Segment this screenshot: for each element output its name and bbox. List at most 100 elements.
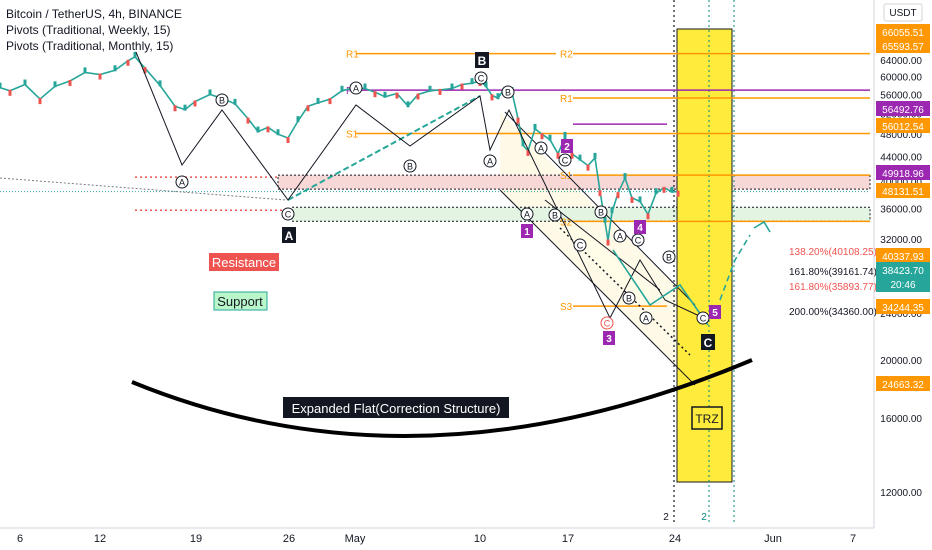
y-tick-label: 64000.00 — [880, 56, 922, 67]
inner-channel-line — [544, 199, 661, 291]
candle — [646, 213, 650, 220]
pivot-label: R1 — [346, 50, 359, 61]
candle — [316, 97, 320, 104]
price-tag-bg — [876, 165, 930, 180]
time-count-label: 2 — [701, 512, 707, 523]
candle — [233, 98, 237, 105]
candle — [662, 186, 666, 193]
candle — [38, 98, 42, 105]
x-tick-label: 12 — [94, 533, 106, 545]
wave-circle-label: C — [577, 241, 584, 251]
wave-letter: A — [285, 229, 294, 243]
y-tick-label: 20000.00 — [880, 356, 922, 367]
candle — [340, 85, 344, 92]
candle — [256, 126, 260, 133]
y-tick-label: 24000.00 — [880, 309, 922, 320]
wave-number: 2 — [564, 142, 570, 153]
wave-circle-label: C — [604, 319, 611, 329]
wave-circle-label: A — [538, 144, 544, 154]
wave-number: 4 — [637, 223, 643, 234]
wave-circle-label: B — [626, 294, 632, 304]
price-tag-countdown: 20:46 — [890, 280, 915, 291]
candle — [521, 140, 525, 147]
fib-level-label: 161.80%(39161.74) — [789, 267, 877, 278]
wave-circle-label: A — [524, 210, 530, 220]
wave-circle — [175, 175, 189, 189]
y-tick-label: 32000.00 — [880, 235, 922, 246]
wave-circle — [662, 250, 676, 264]
wave-circle-label: A — [179, 178, 185, 188]
fib-level-label: 161.80%(35893.77) — [789, 282, 877, 293]
candle — [490, 94, 494, 101]
candle — [654, 188, 658, 195]
candle — [53, 81, 57, 88]
wave-circle — [639, 311, 653, 325]
pivot-label: S3 — [560, 302, 573, 313]
pivot-label: R1 — [560, 94, 573, 105]
wave-circle — [474, 71, 488, 85]
y-tick-label: 40000.00 — [880, 177, 922, 188]
wave-circle-label: B — [666, 253, 672, 263]
y-tick-label: 16000.00 — [880, 414, 922, 425]
price-tag-bg — [876, 183, 930, 198]
candle — [570, 152, 574, 159]
candle — [540, 133, 544, 140]
wave-letter: B — [478, 54, 487, 68]
candle — [306, 105, 310, 112]
candle — [428, 85, 432, 92]
trend-dashed-line — [0, 177, 287, 201]
wave-circle — [622, 291, 636, 305]
wave-circle-label: C — [562, 156, 569, 166]
candle — [113, 65, 117, 72]
legend-monthly-pivots[interactable]: Pivots (Traditional, Monthly, 15) — [6, 39, 174, 53]
x-tick-label: 19 — [190, 533, 202, 545]
trz-label: TRZ — [695, 412, 718, 426]
wave-number: 3 — [606, 334, 612, 345]
candle — [556, 152, 560, 159]
wave-circle — [600, 316, 614, 330]
candle — [246, 117, 250, 124]
support-label: Support — [217, 294, 263, 309]
legend-weekly-pivots[interactable]: Pivots (Traditional, Weekly, 15) — [6, 23, 171, 37]
candle — [98, 73, 102, 80]
candle — [670, 186, 674, 193]
candle — [296, 116, 300, 123]
y-tick-label: 56000.00 — [880, 90, 922, 101]
chart-legend: Bitcoin / TetherUS, 4h, BINANCE Pivots (… — [6, 6, 182, 54]
wave-1-box — [521, 224, 533, 238]
wave-circle — [403, 159, 417, 173]
wave-circle — [613, 229, 627, 243]
price-tag-bg — [876, 262, 930, 292]
candle — [623, 173, 627, 180]
legend-symbol[interactable]: Bitcoin / TetherUS, 4h, BINANCE — [6, 7, 182, 21]
wave-circle — [281, 207, 295, 221]
candle — [606, 239, 610, 246]
y-tick-label: 48000.00 — [880, 130, 922, 141]
pivot-label: R2 — [560, 50, 573, 61]
support-label-bg — [213, 291, 268, 311]
price-tag: 65593.57 — [882, 42, 924, 53]
candle — [158, 80, 162, 87]
wave-number: 1 — [524, 227, 530, 238]
wave-circle-label: A — [617, 232, 623, 242]
wave-circle — [501, 85, 515, 99]
candle — [578, 154, 582, 161]
inner-channel-shade — [545, 200, 650, 310]
candle — [470, 78, 474, 85]
price-series-line — [0, 55, 679, 241]
wave-circle — [215, 93, 229, 107]
candle — [373, 91, 377, 98]
candle — [266, 126, 270, 133]
wave-circle-label: B — [552, 211, 558, 221]
candle — [450, 83, 454, 90]
wave-circle-label: C — [478, 74, 485, 84]
price-tag: 24663.32 — [882, 380, 924, 391]
fib-level-label: 138.20%(40108.25) — [789, 247, 877, 258]
wave-circle-label: A — [353, 84, 359, 94]
wave-A-box — [282, 227, 296, 243]
wave-circle — [349, 81, 363, 95]
wave-dashed-line — [287, 95, 481, 201]
wave-circle — [548, 208, 562, 222]
candle — [616, 192, 620, 199]
